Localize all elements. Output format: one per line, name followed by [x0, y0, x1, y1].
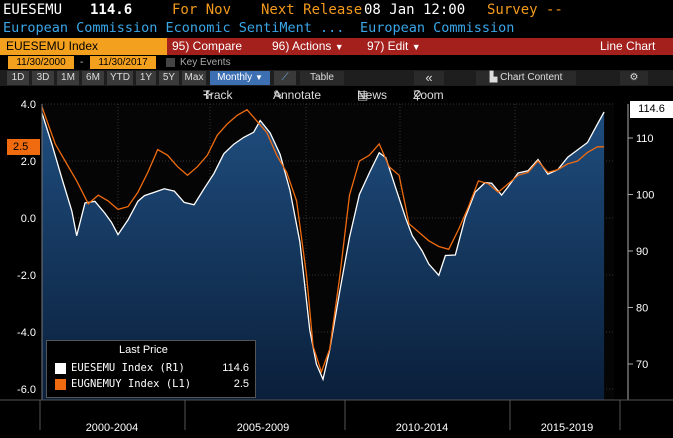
edit-label: 97) Edit [367, 39, 409, 53]
gear-icon[interactable]: ⚙ [620, 71, 648, 85]
legend-series-name: EUGNEMUY Index (L1) [71, 378, 192, 390]
legend-series-value: 2.5 [233, 378, 249, 390]
end-date-input[interactable]: 11/30/2017 [90, 56, 156, 69]
date-range-row: 11/30/2000 - 11/30/2017 Key Events [0, 56, 673, 69]
track-label: Track [203, 88, 233, 102]
line-chart-icon[interactable]: ⟋ [274, 71, 296, 85]
bar-chart-icon: ▙ [489, 72, 498, 83]
zoom-label: Zoom [413, 88, 444, 102]
key-events-label: Key Events [180, 57, 231, 68]
toolbar-bar [167, 38, 629, 55]
actions-menu[interactable]: 96) Actions ▼ [272, 38, 352, 55]
chart-type-label[interactable]: Line Chart [600, 38, 673, 55]
period-3d[interactable]: 3D [32, 71, 54, 85]
chart-content-button[interactable]: ▙ Chart Content [476, 71, 576, 85]
right-tick-label: 70 [636, 359, 648, 371]
legend-item: EUESEMU Index (R1) 114.6 [55, 361, 251, 375]
date-separator: - [80, 57, 84, 68]
period-max[interactable]: Max [182, 71, 206, 85]
collapse-icon[interactable]: « [414, 71, 444, 85]
function-toolbar: EUESEMU Index 95) Compare 96) Actions ▼ … [0, 38, 673, 55]
period-bar: 1D 3D 1M 6M YTD 1Y 5Y Max Monthly ▼ ⟋ Ta… [0, 70, 673, 86]
left-tick-label: -6.0 [17, 384, 36, 396]
period-ytd[interactable]: YTD [107, 71, 133, 85]
magnifier-icon: ⚲ [413, 88, 422, 102]
data-source: European Commission [360, 20, 515, 36]
pencil-icon: ✎ [273, 88, 284, 102]
legend-series-value: 114.6 [222, 362, 249, 374]
legend-swatch [55, 363, 66, 374]
legend-item: EUGNEMUY Index (L1) 2.5 [55, 377, 251, 391]
security-description: European Commission Economic SentiMent .… [3, 20, 345, 36]
frequency-select[interactable]: Monthly ▼ [210, 71, 270, 85]
period-5y[interactable]: 5Y [159, 71, 179, 85]
x-tick-label: 2005-2009 [237, 422, 290, 434]
right-tick-label: 80 [636, 303, 648, 315]
frequency-label: Monthly [217, 72, 253, 83]
legend-swatch [55, 379, 66, 390]
x-tick-label: 2010-2014 [396, 422, 449, 434]
survey-label: Survey -- [487, 2, 563, 18]
next-release-value: 08 Jan 12:00 [364, 2, 466, 18]
chevron-down-icon: ▼ [334, 42, 344, 52]
legend-series-name: EUESEMU Index (R1) [71, 362, 185, 374]
start-date-input[interactable]: 11/30/2000 [8, 56, 74, 69]
crosshair-icon: ✛ [203, 88, 214, 102]
left-tick-label: 0.0 [21, 213, 36, 225]
left-tick-label: 4.0 [21, 99, 36, 111]
period-1m[interactable]: 1M [57, 71, 79, 85]
table-button[interactable]: Table [300, 71, 344, 85]
chart-content-label: Chart Content [500, 72, 563, 83]
compare-button[interactable]: 95) Compare [172, 39, 243, 53]
security-header: EUESEMU 114.6 For Nov Next Release 08 Ja… [0, 0, 673, 20]
news-icon: ▤ [357, 88, 369, 102]
edit-menu[interactable]: 97) Edit ▼ [367, 38, 427, 55]
period-1d[interactable]: 1D [7, 71, 29, 85]
series-line-eugnemuy [41, 106, 605, 374]
right-tick-label: 100 [636, 190, 654, 202]
left-tick-label: -2.0 [17, 270, 36, 282]
period-6m[interactable]: 6M [82, 71, 104, 85]
period-1y[interactable]: 1Y [136, 71, 156, 85]
left-tick-label: -4.0 [17, 327, 36, 339]
right-tick-label: 90 [636, 246, 648, 258]
description-row: European Commission Economic SentiMent .… [0, 19, 673, 37]
x-tick-label: 2015-2019 [541, 422, 594, 434]
last-value: 114.6 [90, 2, 133, 18]
series-line-euesemu [41, 111, 605, 382]
actions-label: 96) Actions [272, 39, 332, 53]
ticker-input[interactable]: EUESEMU Index [0, 38, 167, 55]
annotate-label: Annotate [273, 88, 322, 102]
chevron-down-icon: ▼ [411, 42, 421, 52]
news-label: News [357, 88, 388, 102]
for-period: For Nov [172, 2, 232, 18]
left-tick-label: 2.0 [21, 156, 36, 168]
chevron-down-icon: ▼ [254, 73, 263, 82]
legend-header: Last Price [119, 344, 168, 356]
x-tick-label: 2000-2004 [86, 422, 139, 434]
legend: Last Price EUESEMU Index (R1) 114.6 EUGN… [46, 340, 256, 398]
left-price-flag: 2.5 [7, 139, 40, 155]
series-area [42, 112, 605, 400]
next-release-label: Next Release [261, 2, 363, 18]
ticker-label: EUESEMU [3, 2, 63, 18]
key-events-checkbox[interactable] [166, 58, 175, 67]
right-price-flag: 114.6 [630, 101, 673, 118]
right-tick-label: 110 [636, 133, 654, 145]
